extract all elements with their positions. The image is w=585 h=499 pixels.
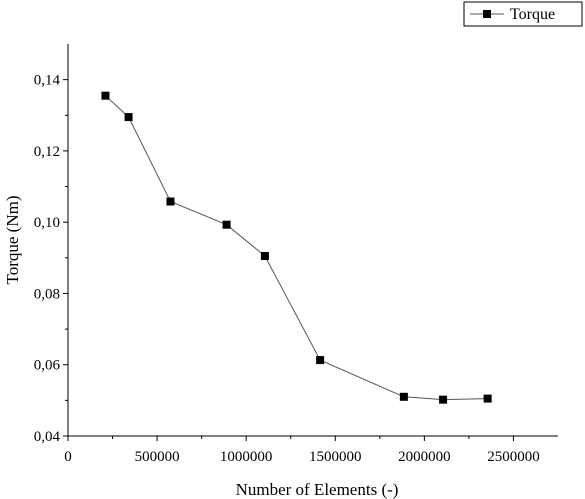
data-point (260, 252, 269, 261)
x-tick-label: 0 (64, 449, 72, 465)
x-axis-label: Number of Elements (-) (236, 480, 399, 499)
y-ticks: 0,04 0,06 0,08 0,10 0,12 0,14 (34, 73, 68, 445)
y-tick-label: 0,12 (34, 144, 60, 160)
axes (67, 44, 558, 437)
y-tick-label: 0,06 (34, 358, 61, 374)
x-tick-label: 1500000 (309, 449, 362, 465)
series-points-torque (101, 91, 492, 404)
data-point (222, 220, 231, 229)
x-tick-label: 500000 (135, 449, 180, 465)
data-point (101, 91, 110, 100)
y-tick-label: 0,14 (34, 73, 61, 89)
y-tick-label: 0,04 (34, 429, 61, 445)
x-tick-label: 2500000 (487, 449, 540, 465)
data-point (166, 197, 175, 206)
legend-label: Torque (510, 6, 555, 23)
y-axis-label: Torque (Nm) (3, 196, 22, 285)
data-point (439, 395, 448, 404)
x-tick-label: 1000000 (220, 449, 273, 465)
legend-marker (483, 10, 491, 18)
data-point (399, 392, 408, 401)
y-tick-label: 0,10 (34, 215, 60, 231)
legend: Torque (463, 1, 583, 27)
series-line-torque (105, 95, 488, 401)
data-point (483, 394, 492, 403)
x-tick-label: 2000000 (398, 449, 451, 465)
data-point (124, 113, 133, 122)
x-ticks: 0 500000 1000000 1500000 2000000 2500000 (64, 436, 540, 465)
y-tick-label: 0,08 (34, 286, 60, 302)
data-point (316, 356, 325, 365)
